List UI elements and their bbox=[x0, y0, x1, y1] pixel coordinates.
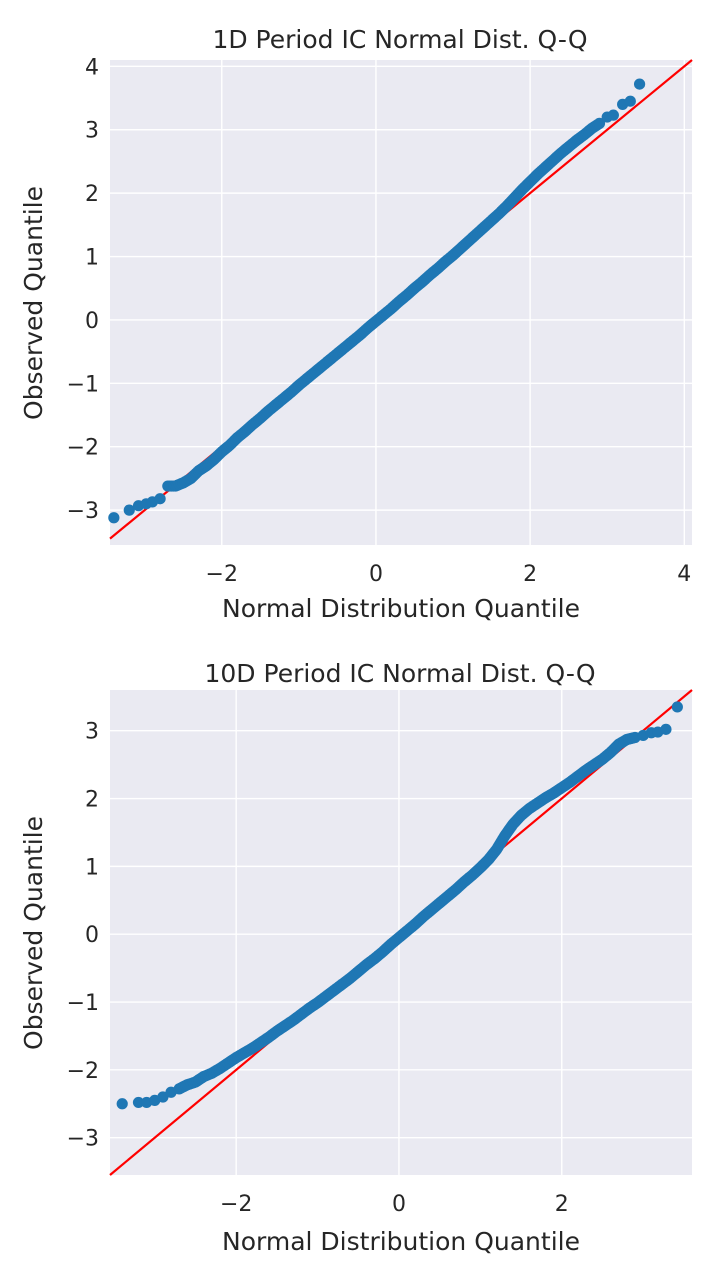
x-tick-labels-1d: −2 0 2 4 bbox=[206, 562, 692, 587]
y-tick-label-1d: 1 bbox=[85, 246, 99, 271]
qq-chart-1d: 1D Period IC Normal Dist. Q-Q −2 0 2 4 −3 −2… bbox=[19, 25, 693, 623]
qq-point-1d bbox=[607, 109, 619, 121]
qq-point-10d bbox=[157, 1091, 169, 1103]
x-tick-labels-10d: −2 0 2 bbox=[220, 1192, 569, 1217]
data-points-10d bbox=[116, 701, 683, 1110]
y-tick-label-1d: 3 bbox=[85, 119, 99, 144]
y-tick-labels-10d: −3 −2 −1 0 1 2 3 bbox=[67, 720, 99, 1152]
y-tick-label-10d: 1 bbox=[85, 855, 99, 880]
y-tick-label-1d: 2 bbox=[85, 182, 99, 207]
x-tick-label-10d: 0 bbox=[392, 1192, 406, 1217]
chart-title-1d: 1D Period IC Normal Dist. Q-Q bbox=[212, 25, 587, 54]
qq-point-1d bbox=[593, 117, 606, 129]
x-tick-label-1d: 2 bbox=[523, 562, 537, 587]
qq-point-1d bbox=[633, 78, 646, 90]
qq-point-10d bbox=[116, 1098, 128, 1110]
qq-point-10d bbox=[671, 701, 683, 713]
y-tick-label-1d: −1 bbox=[67, 372, 99, 397]
qq-point-1d bbox=[624, 95, 636, 107]
y-tick-label-1d: −3 bbox=[67, 499, 99, 524]
y-tick-label-10d: 2 bbox=[85, 788, 99, 813]
qq-point-10d bbox=[132, 1096, 145, 1109]
qq-point-1d bbox=[154, 493, 166, 505]
y-axis-label-1d: Observed Quantile bbox=[19, 186, 48, 420]
qq-point-10d bbox=[660, 723, 672, 735]
y-tick-label-10d: −1 bbox=[67, 991, 99, 1016]
qq-chart-10d: 10D Period IC Normal Dist. Q-Q −2 0 2 −3 −2… bbox=[19, 659, 693, 1256]
y-tick-label-1d: 0 bbox=[85, 309, 99, 334]
x-axis-label-10d: Normal Distribution Quantile bbox=[222, 1227, 580, 1256]
qq-point-1d bbox=[123, 504, 135, 516]
y-tick-label-10d: −2 bbox=[67, 1059, 99, 1084]
y-tick-label-10d: 0 bbox=[85, 923, 99, 948]
qq-point-1d bbox=[108, 512, 120, 524]
y-axis-label-10d: Observed Quantile bbox=[19, 816, 48, 1050]
data-points-1d bbox=[108, 78, 646, 524]
x-axis-label-1d: Normal Distribution Quantile bbox=[222, 594, 580, 623]
x-tick-label-10d: 2 bbox=[555, 1192, 569, 1217]
chart-title-10d: 10D Period IC Normal Dist. Q-Q bbox=[205, 659, 596, 688]
x-tick-label-1d: −2 bbox=[206, 562, 238, 587]
y-tick-labels-1d: −3 −2 −1 0 1 2 3 4 bbox=[67, 55, 99, 524]
x-tick-label-1d: 0 bbox=[369, 562, 383, 587]
y-tick-label-1d: 4 bbox=[85, 55, 99, 80]
x-tick-label-1d: 4 bbox=[677, 562, 691, 587]
x-tick-label-10d: −2 bbox=[220, 1192, 252, 1217]
y-tick-label-10d: −3 bbox=[67, 1127, 99, 1152]
y-tick-label-10d: 3 bbox=[85, 720, 99, 745]
y-tick-label-1d: −2 bbox=[67, 436, 99, 461]
